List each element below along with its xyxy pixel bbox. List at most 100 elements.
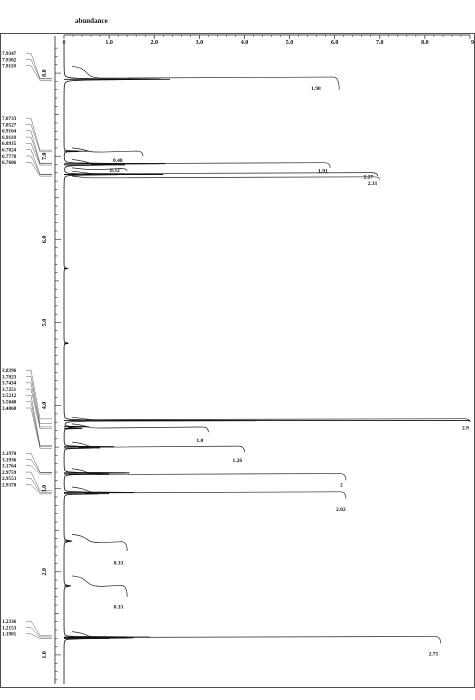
ppm-tick-label: 2.0 xyxy=(42,568,48,576)
peak-shift-label: 6.7606 xyxy=(2,160,17,166)
integral-curve xyxy=(71,575,128,597)
peak-connector xyxy=(26,117,52,151)
peak-shift-label: 7.9302 xyxy=(2,57,17,63)
integral-curve xyxy=(71,170,378,177)
abundance-tick-label: 6.0 xyxy=(331,40,339,46)
integral-value-label: 2 xyxy=(340,483,343,489)
peak-shift-label: 3.7823 xyxy=(2,374,17,380)
peak-connector xyxy=(26,130,52,164)
peak-shift-label: 3.4868 xyxy=(2,406,17,412)
peak-connector xyxy=(26,124,52,153)
peak-connector xyxy=(26,376,52,424)
peak-connector xyxy=(26,143,52,166)
peak-connector xyxy=(26,471,52,491)
integral-value-label: 1.98 xyxy=(311,86,321,92)
peak-shift-label: 3.5040 xyxy=(2,400,17,406)
peak-shift-label: 1.2336 xyxy=(2,619,17,625)
integral-curve xyxy=(71,175,381,180)
integral-value-label: 1.91 xyxy=(318,169,328,175)
peak-connector xyxy=(26,407,52,449)
integral-value-label: 2.02 xyxy=(336,507,346,513)
peak-shift-label: 7.9118 xyxy=(2,64,16,70)
peak-connector xyxy=(26,382,52,428)
peak-connector xyxy=(26,621,52,636)
ppm-tick-label: 8.0 xyxy=(42,69,48,77)
peak-connector xyxy=(26,484,52,495)
abundance-tick-label: 3.0 xyxy=(196,40,204,46)
peak-connector xyxy=(26,149,52,175)
abundance-axis-label: abundance xyxy=(75,17,108,25)
peak-connector xyxy=(26,155,52,175)
peak-connector xyxy=(26,370,52,420)
peak-shift-label: 1.1981 xyxy=(2,632,17,638)
integral-curve xyxy=(71,147,144,157)
peak-shift-label: 6.8935 xyxy=(2,141,17,147)
peak-shift-label: 3.8396 xyxy=(2,368,17,374)
peak-shift-label: 3.1936 xyxy=(2,457,17,463)
peak-connector xyxy=(26,388,52,429)
abundance-tick-label: 4.0 xyxy=(241,40,249,46)
peak-shift-label: 2.9370 xyxy=(2,483,17,489)
integral-curve xyxy=(71,631,442,644)
abundance-tick-label: 1.0 xyxy=(105,40,113,46)
peak-shift-label: 3.1764 xyxy=(2,464,17,470)
integral-curve xyxy=(71,486,347,499)
peak-shift-label: 3.7434 xyxy=(2,381,17,387)
integral-curve xyxy=(71,441,245,453)
peak-connector xyxy=(26,162,52,177)
integral-curve xyxy=(71,167,128,172)
peak-shift-label: 3.1970 xyxy=(2,451,17,457)
ppm-tick-label: 5.0 xyxy=(42,319,48,327)
peak-shift-label: 7.0733 xyxy=(2,116,17,122)
peak-shift-label: 6.7778 xyxy=(2,154,17,160)
peak-connector xyxy=(26,627,52,638)
abundance-tick-label: 2.0 xyxy=(150,40,158,46)
ppm-tick-label: 6.0 xyxy=(42,236,48,244)
spectrum-trace xyxy=(63,43,257,684)
peak-shift-label: 7.0527 xyxy=(2,122,17,128)
ppm-tick-label: 7.0 xyxy=(42,152,48,160)
peak-connector xyxy=(26,136,52,164)
integral-curve xyxy=(71,468,347,481)
ppm-tick-label: 1.0 xyxy=(42,651,48,659)
peak-shift-label: 6.9118 xyxy=(2,135,16,141)
integral-value-label: 0.33 xyxy=(110,168,120,174)
peak-connector xyxy=(26,465,52,475)
integral-value-label: 2.9 xyxy=(462,426,469,432)
integral-value-label: 0.33 xyxy=(114,561,124,567)
abundance-tick-label: 0 xyxy=(63,40,66,46)
peak-connector xyxy=(26,395,52,446)
peak-connector xyxy=(26,65,52,81)
peak-connector xyxy=(26,401,52,447)
abundance-tick-label: 5.0 xyxy=(286,40,294,46)
integral-value-label: 0.48 xyxy=(113,158,123,164)
integral-curve xyxy=(71,534,128,552)
integral-curve xyxy=(71,159,331,168)
plot-frame xyxy=(0,33,475,688)
integral-value-label: 2.75 xyxy=(429,651,439,657)
peak-connector xyxy=(26,453,52,473)
peak-shift-label: 3.5212 xyxy=(2,393,17,399)
peak-shift-label: 1.2153 xyxy=(2,625,17,631)
peak-shift-label: 2.9553 xyxy=(2,476,17,482)
ppm-tick-label: 3.0 xyxy=(42,485,48,493)
peak-shift-label: 6.7824 xyxy=(2,148,17,154)
abundance-tick-label: 9 xyxy=(471,40,474,46)
integral-value-label: 1.26 xyxy=(232,458,242,464)
integral-value-label: 2.31 xyxy=(368,181,378,187)
peak-shift-label: 2.9759 xyxy=(2,470,17,476)
peak-shift-label: 3.7251 xyxy=(2,387,17,393)
integral-value-label: 1.0 xyxy=(196,438,203,444)
peak-connector xyxy=(26,478,52,493)
peak-shift-label: 7.9347 xyxy=(2,51,17,57)
integral-value-label: 0.33 xyxy=(114,604,124,610)
integral-value-label: 2.27 xyxy=(364,175,374,181)
ppm-tick-label: 4.0 xyxy=(42,402,48,410)
peak-connector xyxy=(26,633,52,639)
peak-connector xyxy=(26,59,52,80)
integral-curve xyxy=(71,423,209,433)
peak-connector xyxy=(26,53,52,79)
peak-shift-label: 6.9164 xyxy=(2,129,17,135)
integral-curve xyxy=(71,66,340,90)
